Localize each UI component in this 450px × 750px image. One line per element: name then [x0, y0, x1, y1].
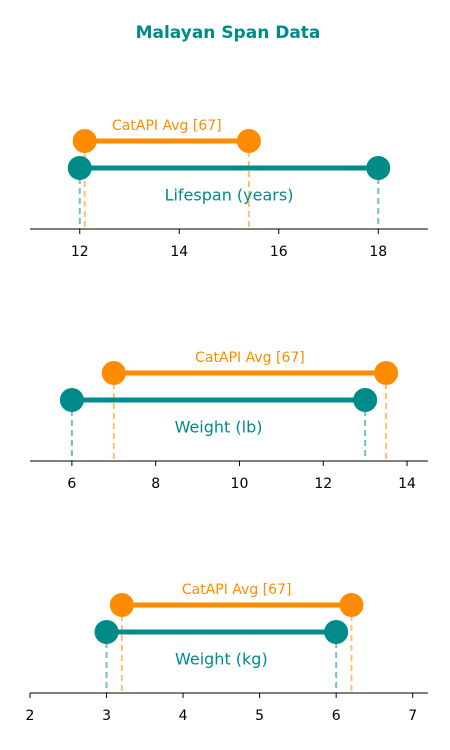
x-tick-label: 10 — [231, 476, 249, 492]
x-tick-label: 4 — [179, 708, 188, 724]
x-tick-label: 6 — [332, 708, 341, 724]
endpoint-dot — [324, 620, 349, 644]
endpoint-dot — [353, 388, 378, 412]
series-label: CatAPI Avg [67] — [112, 118, 222, 134]
endpoint-dot — [236, 129, 261, 153]
x-tick-label: 6 — [67, 476, 76, 492]
x-tick-label: 2 — [26, 708, 35, 724]
x-tick-label: 12 — [71, 244, 89, 260]
endpoint-dot — [366, 156, 391, 180]
series-label: Weight (kg) — [175, 650, 268, 669]
endpoint-dot — [59, 388, 84, 412]
x-tick-label: 16 — [270, 244, 288, 260]
x-tick-label: 12 — [314, 476, 332, 492]
x-tick-label: 5 — [255, 708, 264, 724]
x-tick-label: 7 — [408, 708, 417, 724]
series-label: CatAPI Avg [67] — [195, 350, 305, 366]
x-tick-label: 14 — [170, 244, 188, 260]
endpoint-dot — [72, 129, 97, 153]
series-label: Weight (lb) — [175, 418, 263, 437]
chart-title: Malayan Span Data — [136, 23, 321, 43]
endpoint-dot — [67, 156, 92, 180]
x-tick-label: 3 — [102, 708, 111, 724]
x-tick-label: 14 — [398, 476, 416, 492]
endpoint-dot — [109, 593, 134, 617]
endpoint-dot — [94, 620, 119, 644]
x-tick-label: 8 — [151, 476, 160, 492]
x-tick-label: 18 — [369, 244, 387, 260]
endpoint-dot — [339, 593, 364, 617]
series-label: CatAPI Avg [67] — [182, 582, 292, 598]
endpoint-dot — [374, 361, 399, 385]
endpoint-dot — [101, 361, 126, 385]
series-label: Lifespan (years) — [165, 186, 294, 205]
